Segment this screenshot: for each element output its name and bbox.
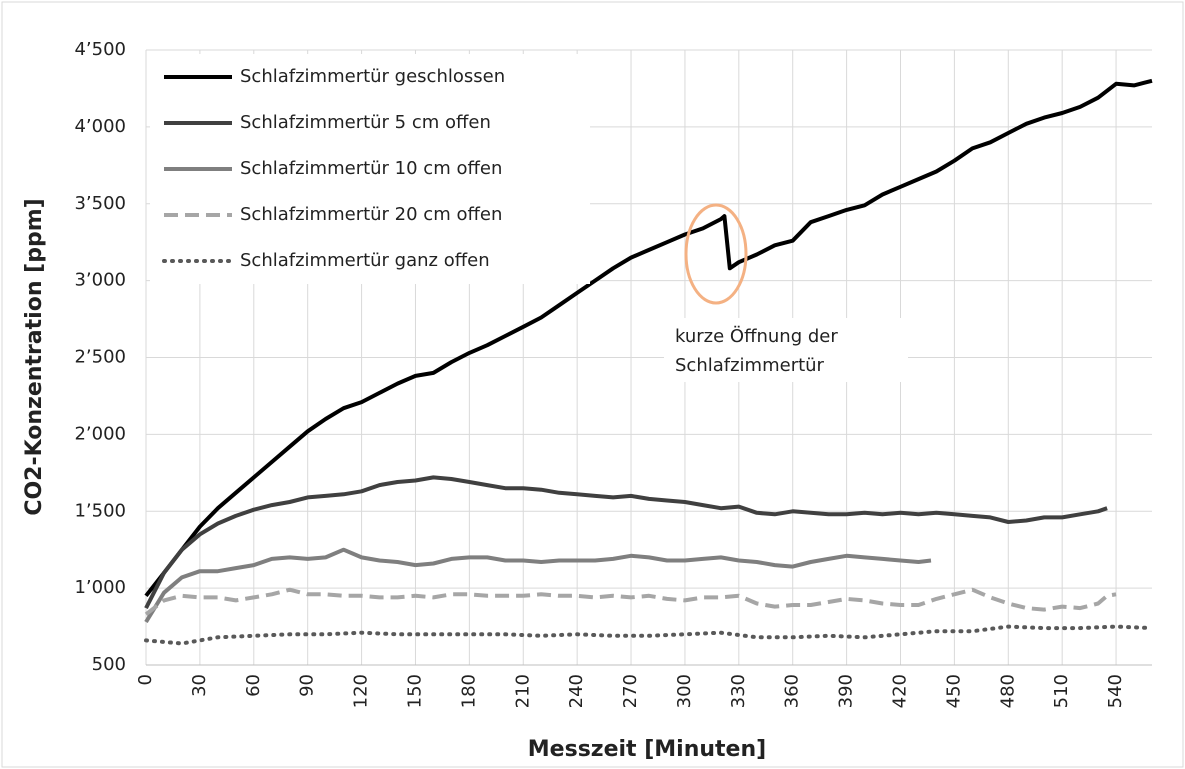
annotation: Schlafzimmertür [675,355,825,376]
x-axis-title: Messzeit [Minuten] [528,737,766,762]
x-tick-label: 270 [620,674,641,708]
x-tick-label: 150 [404,674,425,708]
legend-label: Schlafzimmertür 5 cm offen [240,112,491,133]
highlight-ellipse [684,203,748,305]
x-tick-label: 240 [566,674,587,708]
legend: Schlafzimmertür geschlossen Schlafzimmert… [162,66,505,271]
x-tick-label: 450 [943,674,964,708]
series-line [144,624,1154,646]
x-tick-label: 210 [512,674,533,708]
series-line [144,547,932,624]
x-tick-label: 360 [782,674,803,708]
x-tick-label: 510 [1051,674,1072,708]
y-tick-label: 3’000 [74,270,126,291]
x-tick-label: 330 [728,674,749,708]
x-tick-label: 480 [997,674,1018,708]
x-tick-label: 30 [189,674,210,697]
x-tick-label: 540 [1105,674,1126,708]
x-tick-label: 300 [674,674,695,708]
legend-label: Schlafzimmertür geschlossen [240,66,505,87]
lines [144,78,1154,646]
y-tick-label: 4’500 [74,39,126,60]
annotation-bg [664,318,908,382]
series-line [144,78,1153,598]
x-tick-label: 180 [458,674,479,708]
x-tick-label: 120 [351,674,372,708]
y-tick-label: 4’000 [74,116,126,137]
x-tick-label: 390 [836,674,857,708]
x-tick-label: 0 [135,674,156,685]
y-tick-label: 2’500 [74,347,126,368]
series-line [144,475,1108,610]
y-tick-label: 500 [92,654,126,675]
legend-label: Schlafzimmertür ganz offen [240,250,490,271]
x-tick-label: 420 [890,674,911,708]
y-tick-label: 3’500 [74,193,126,214]
annotation: kurze Öffnung der [675,325,838,347]
y-tick-label: 2’000 [74,423,126,444]
x-tick-label: 90 [297,674,318,697]
y-axis-title: CO2-Konzentration [ppm] [22,198,47,515]
y-tick-label: 1’000 [74,577,126,598]
legend-label: Schlafzimmertür 10 cm offen [240,158,502,179]
y-tick-label: 1’500 [74,500,126,521]
series-line [144,587,1117,616]
legend-label: Schlafzimmertür 20 cm offen [240,204,502,225]
x-tick-label: 60 [243,674,264,697]
